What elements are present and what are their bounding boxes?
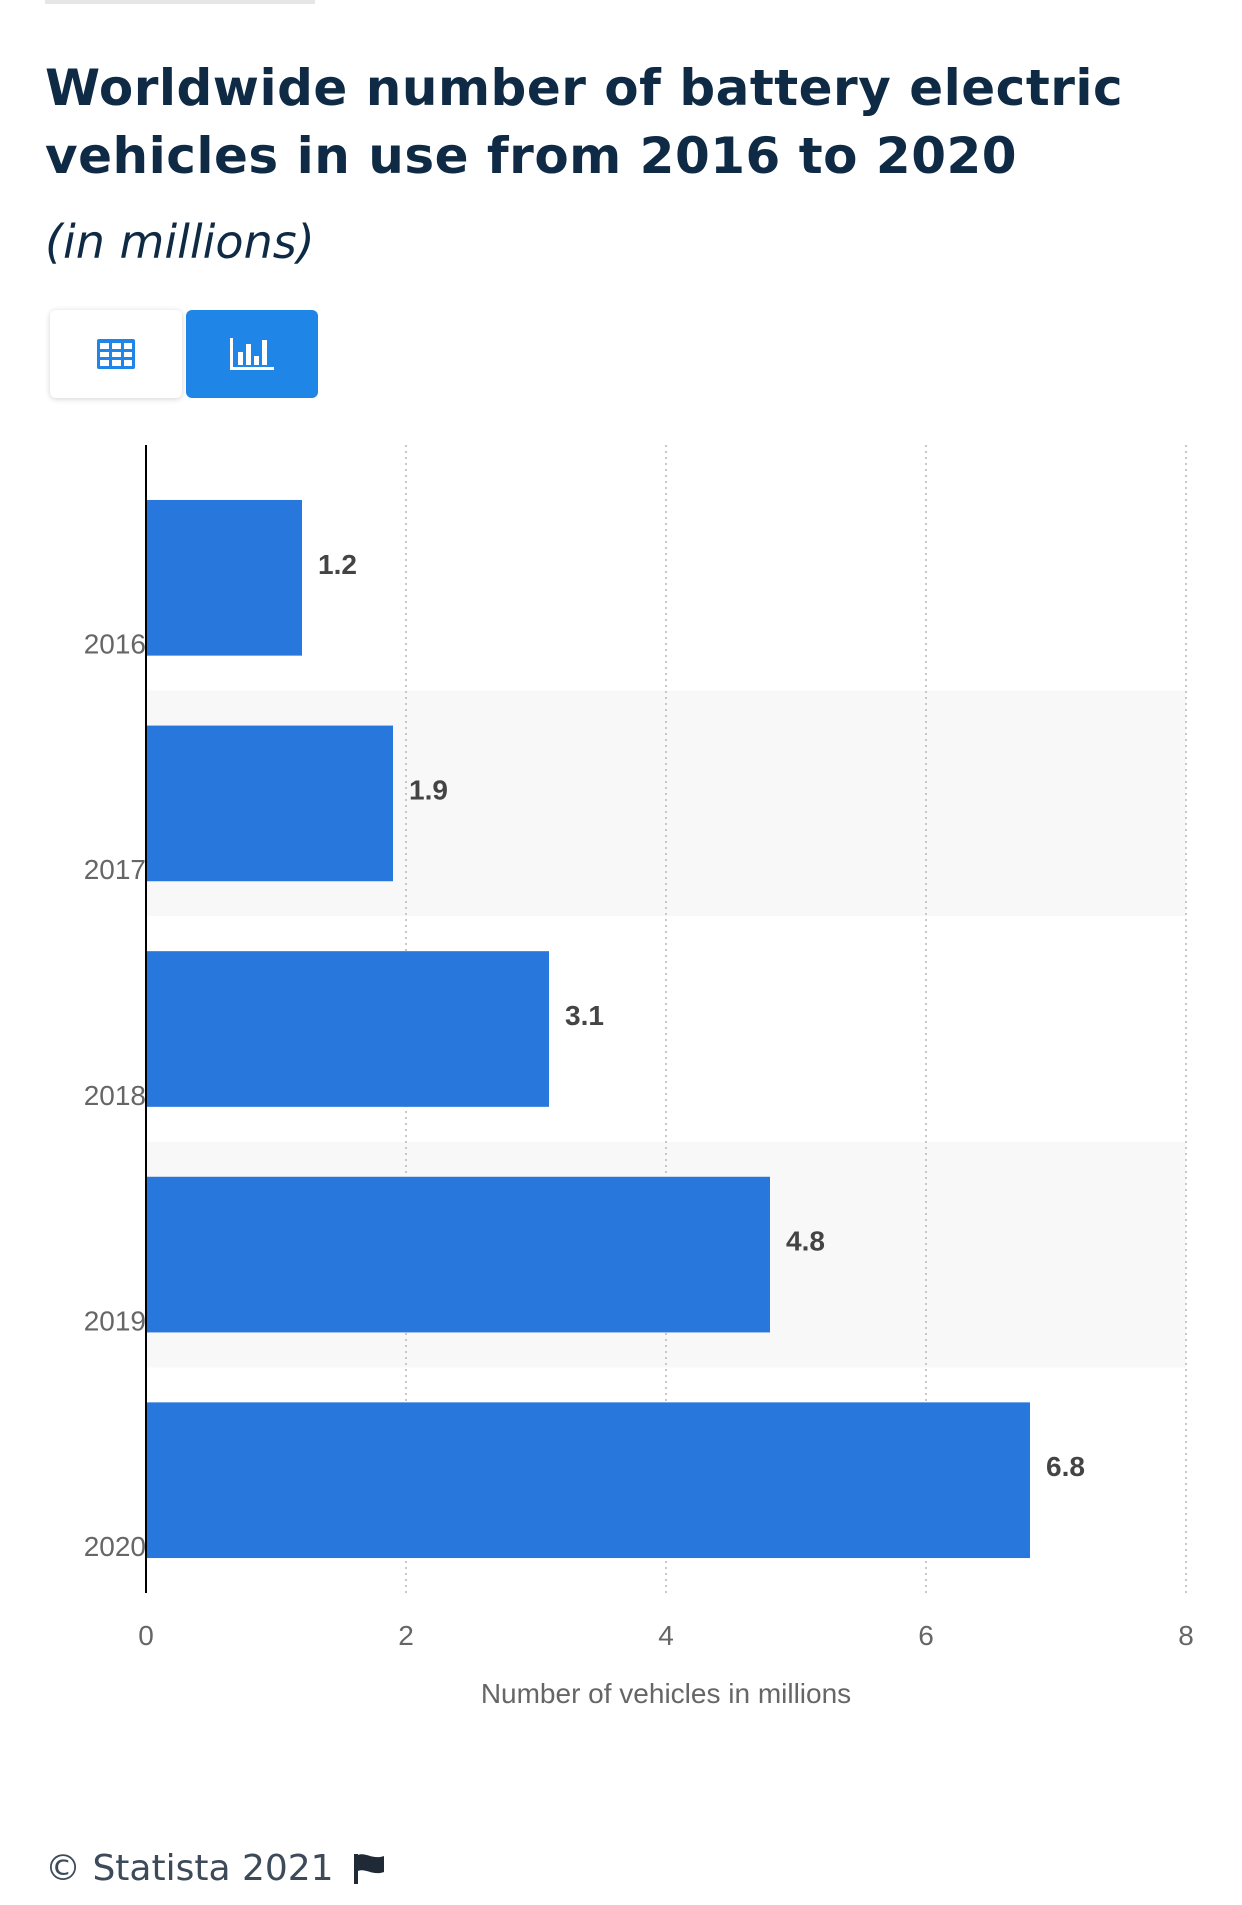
- chart-view-button[interactable]: [186, 310, 318, 398]
- value-label: 3.1: [565, 1000, 604, 1031]
- bar-2017[interactable]: [146, 725, 393, 882]
- y-category-label: 2018: [84, 1080, 146, 1111]
- table-view-button[interactable]: [50, 310, 182, 398]
- value-label: 6.8: [1046, 1451, 1085, 1482]
- y-category-label: 2020: [84, 1531, 146, 1562]
- copyright-text: © Statista 2021: [45, 1848, 334, 1889]
- chart-subtitle: (in millions): [45, 215, 315, 269]
- x-axis-label: Number of vehicles in millions: [481, 1678, 851, 1709]
- bar-chart: 0 2 4 6 8 2016 2017 2018 2019 2020 1.2 1.9 3.1 4.8 6…: [84, 445, 1194, 1709]
- value-label: 4.8: [786, 1226, 825, 1257]
- top-rule: [45, 0, 315, 4]
- y-category-label: 2016: [84, 629, 146, 660]
- y-category-label: 2019: [84, 1305, 146, 1336]
- flag-icon[interactable]: [352, 1852, 388, 1886]
- x-tick-label: 0: [138, 1620, 154, 1651]
- value-label: 1.9: [409, 774, 448, 805]
- chart-title: Worldwide number of battery electric veh…: [45, 59, 1124, 185]
- value-label: 1.2: [318, 549, 357, 580]
- bar-2020[interactable]: [146, 1402, 1030, 1559]
- table-grid-icon: [97, 339, 135, 369]
- bar-2019[interactable]: [146, 1176, 770, 1333]
- x-tick-label: 4: [658, 1620, 674, 1651]
- y-category-label: 2017: [84, 854, 146, 885]
- bar-2018[interactable]: [146, 951, 549, 1107]
- x-tick-label: 6: [918, 1620, 934, 1651]
- x-tick-label: 8: [1178, 1620, 1194, 1651]
- footer: © Statista 2021: [45, 1848, 388, 1889]
- x-tick-label: 2: [398, 1620, 414, 1651]
- bar-2016[interactable]: [146, 499, 302, 656]
- bar-chart-icon: [230, 338, 274, 370]
